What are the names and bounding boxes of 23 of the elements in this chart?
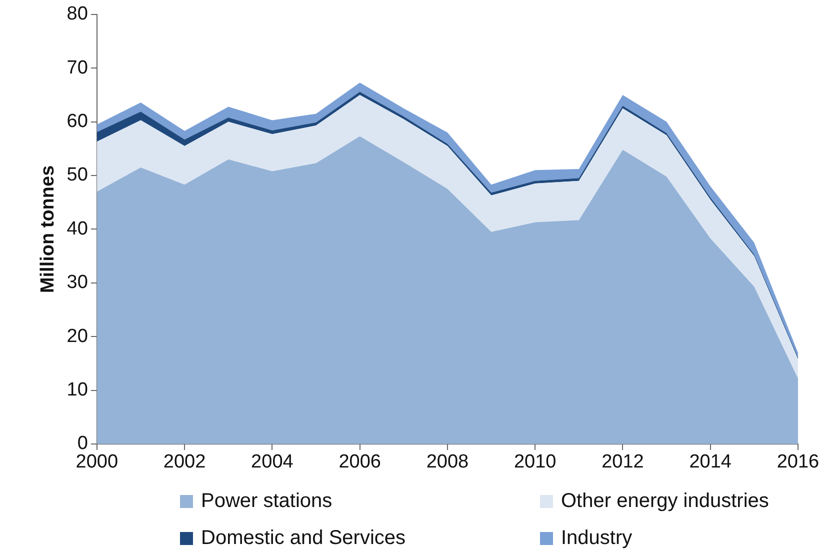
y-tick-label: 80 [66,4,88,25]
y-tick-label: 20 [66,326,88,347]
legend-label: Power stations [201,490,332,513]
y-tick-label: 70 [66,57,88,78]
y-tick-label: 40 [66,218,88,240]
legend-label: Other energy industries [561,490,769,513]
y-tick-label: 0 [77,433,88,454]
x-tick-label: 2010 [514,452,556,473]
y-tick-label: 50 [66,164,88,186]
y-tick-label: 30 [66,272,88,294]
legend-label: Domestic and Services [201,527,406,550]
x-tick-label: 2004 [251,452,294,473]
y-tick-label: 60 [66,111,88,132]
x-tick-label: 2008 [426,452,469,473]
x-tick-label: 2000 [76,452,118,473]
x-tick-label: 2012 [602,452,644,473]
y-tick-label: 10 [66,380,88,401]
x-tick-label: 2002 [163,452,206,473]
legend-label: Industry [561,527,632,550]
y-axis-title: Million tonnes [38,165,59,294]
x-tick-label: 2014 [689,452,732,473]
x-tick-label: 2016 [776,452,820,473]
x-tick-label: 2006 [338,452,381,473]
